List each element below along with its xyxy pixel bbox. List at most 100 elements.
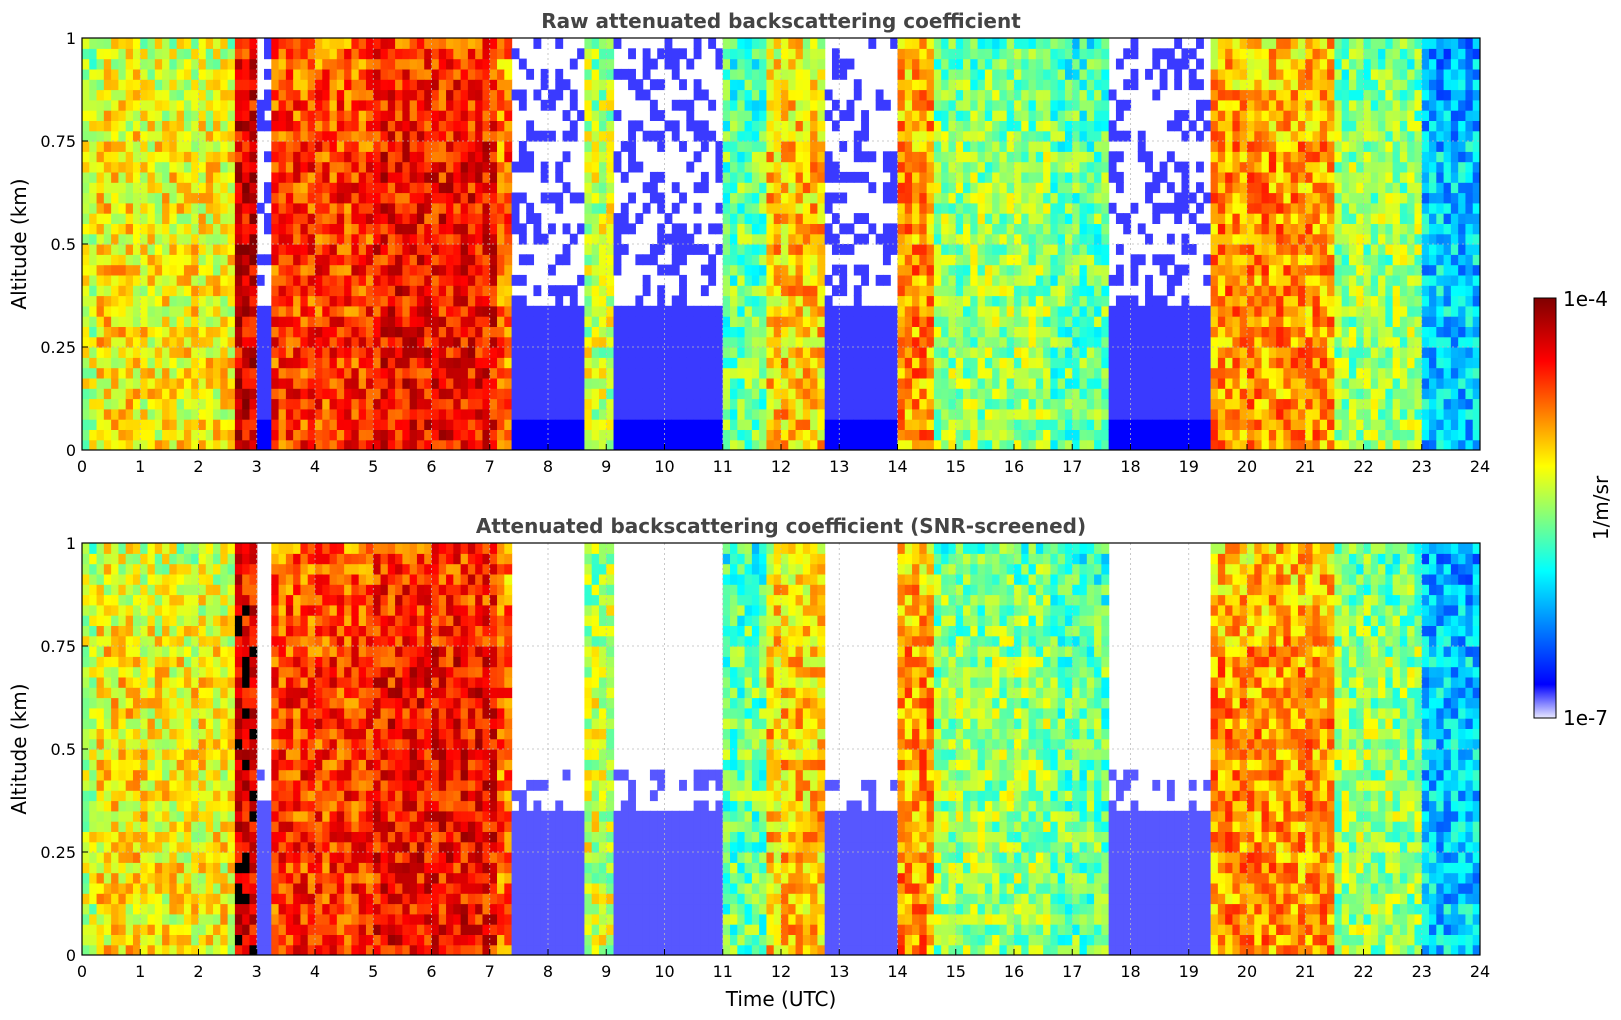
heatmap-cell — [329, 233, 338, 245]
heatmap-cell — [562, 182, 571, 194]
heatmap-cell — [475, 48, 484, 60]
heatmap-cell — [984, 38, 993, 49]
heatmap-cell — [1028, 182, 1037, 194]
heatmap-cell — [198, 295, 207, 307]
heatmap-cell — [933, 68, 942, 80]
heatmap-cell — [438, 244, 447, 255]
heatmap-cell — [861, 171, 869, 183]
heatmap-cell — [955, 336, 964, 348]
heatmap-cell — [322, 99, 331, 111]
heatmap-cell — [467, 151, 476, 163]
heatmap-cell — [322, 79, 331, 91]
heatmap-cell — [802, 285, 811, 297]
heatmap-cell — [766, 419, 775, 430]
heatmap-cell — [351, 192, 360, 204]
heatmap-cell — [96, 120, 105, 132]
heatmap-cell — [970, 38, 979, 49]
heatmap-cell — [977, 377, 986, 389]
heatmap-cell — [227, 141, 236, 152]
heatmap-cell — [635, 419, 644, 430]
heatmap-cell — [933, 285, 942, 297]
heatmap-cell — [358, 233, 367, 245]
heatmap-cell — [424, 408, 433, 420]
heatmap-cell — [103, 305, 112, 317]
heatmap-cell — [365, 429, 374, 441]
heatmap-cell — [919, 347, 928, 358]
heatmap-cell — [336, 120, 345, 132]
heatmap-cell — [984, 244, 993, 255]
heatmap-cell — [941, 429, 950, 441]
heatmap-cell — [395, 326, 403, 338]
heatmap-cell — [926, 264, 935, 276]
heatmap-cell — [649, 357, 658, 369]
heatmap-cell — [315, 79, 323, 91]
heatmap-cell — [518, 99, 527, 111]
heatmap-cell — [722, 244, 731, 255]
heatmap-cell — [919, 377, 928, 389]
heatmap-cell — [489, 408, 498, 420]
heatmap-cell — [897, 182, 906, 194]
heatmap-cell — [766, 305, 775, 317]
heatmap-cell — [191, 244, 200, 255]
heatmap-cell — [569, 336, 578, 348]
heatmap-cell — [1021, 254, 1030, 266]
heatmap-cell — [409, 347, 418, 358]
heatmap-cell — [948, 295, 957, 307]
heatmap-cell — [708, 419, 717, 430]
heatmap-cell — [831, 439, 840, 450]
heatmap-cell — [431, 285, 440, 297]
heatmap-cell — [824, 357, 833, 369]
heatmap-cell — [351, 120, 360, 132]
heatmap-cell — [176, 38, 185, 49]
heatmap-cell — [489, 316, 498, 327]
heatmap-cell — [154, 336, 163, 348]
heatmap-cell — [387, 336, 396, 348]
heatmap-cell — [336, 213, 345, 224]
heatmap-cell — [1094, 99, 1102, 111]
heatmap-cell — [817, 398, 826, 410]
heatmap-cell — [1072, 274, 1081, 286]
heatmap-cell — [788, 439, 797, 450]
heatmap-cell — [497, 347, 505, 358]
heatmap-cell — [904, 439, 913, 450]
heatmap-cell — [730, 182, 738, 194]
heatmap-cell — [686, 367, 695, 379]
heatmap-cell — [671, 439, 680, 450]
heatmap-cell — [82, 429, 90, 441]
heatmap-cell — [402, 68, 411, 80]
heatmap-cell — [1094, 192, 1102, 204]
heatmap-cell — [1014, 439, 1022, 450]
heatmap-cell — [657, 130, 666, 142]
heatmap-cell — [344, 305, 353, 317]
heatmap-cell — [1064, 68, 1073, 80]
heatmap-cell — [941, 439, 950, 450]
heatmap-cell — [1014, 130, 1022, 142]
heatmap-cell — [912, 316, 920, 327]
heatmap-cell — [380, 357, 389, 369]
heatmap-cell — [409, 388, 418, 400]
heatmap-cell — [584, 110, 593, 121]
heatmap-cell — [213, 161, 221, 173]
heatmap-cell — [264, 151, 272, 163]
heatmap-cell — [919, 398, 928, 410]
heatmap-cell — [628, 357, 636, 369]
heatmap-cell — [897, 439, 906, 450]
heatmap-cell — [504, 161, 513, 173]
heatmap-cell — [424, 388, 433, 400]
heatmap-cell — [256, 99, 265, 111]
heatmap-cell — [169, 419, 178, 430]
heatmap-cell — [132, 99, 141, 111]
heatmap-cell — [132, 254, 141, 266]
heatmap-cell — [933, 357, 942, 369]
heatmap-cell — [395, 254, 403, 266]
heatmap-cell — [977, 244, 986, 255]
heatmap-cell — [744, 79, 753, 91]
heatmap-cell — [577, 110, 586, 121]
heatmap-cell — [598, 48, 607, 60]
heatmap-cell — [751, 68, 760, 80]
heatmap-cell — [730, 295, 738, 307]
heatmap-cell — [504, 213, 513, 224]
heatmap-cell — [846, 171, 855, 183]
heatmap-cell — [176, 89, 185, 101]
heatmap-cell — [577, 357, 586, 369]
